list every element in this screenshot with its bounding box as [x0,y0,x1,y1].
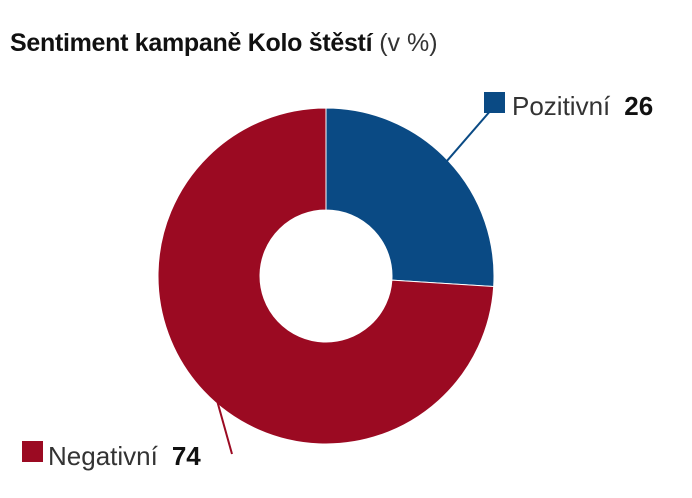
leader-line-pozitivni [439,101,499,170]
slice-pozitivni [325,107,495,288]
slice-value-pozitivni: 26 [624,91,653,121]
chart-title-unit: (v %) [379,29,438,57]
slice-negativni [157,107,495,445]
leader-line-negativni [211,382,233,455]
slice-label-negativni: Negativní 74 [48,441,201,471]
slice-category-negativni: Negativní [48,441,159,471]
slice-label-pozitivni: Pozitivní 26 [512,91,653,121]
slice-category-pozitivni: Pozitivní [512,91,611,121]
legend-swatch-pozitivni [484,92,505,113]
chart-title: Sentiment kampaně Kolo štěstí (v %) [10,28,438,58]
donut-slices [157,107,495,445]
slice-value-negativni: 74 [172,441,201,471]
chart-title-main: Sentiment kampaně Kolo štěstí [10,29,373,57]
legend-swatch-negativni [22,441,43,462]
slice-labels: Pozitivní 26 Negativní 74 [22,91,653,471]
